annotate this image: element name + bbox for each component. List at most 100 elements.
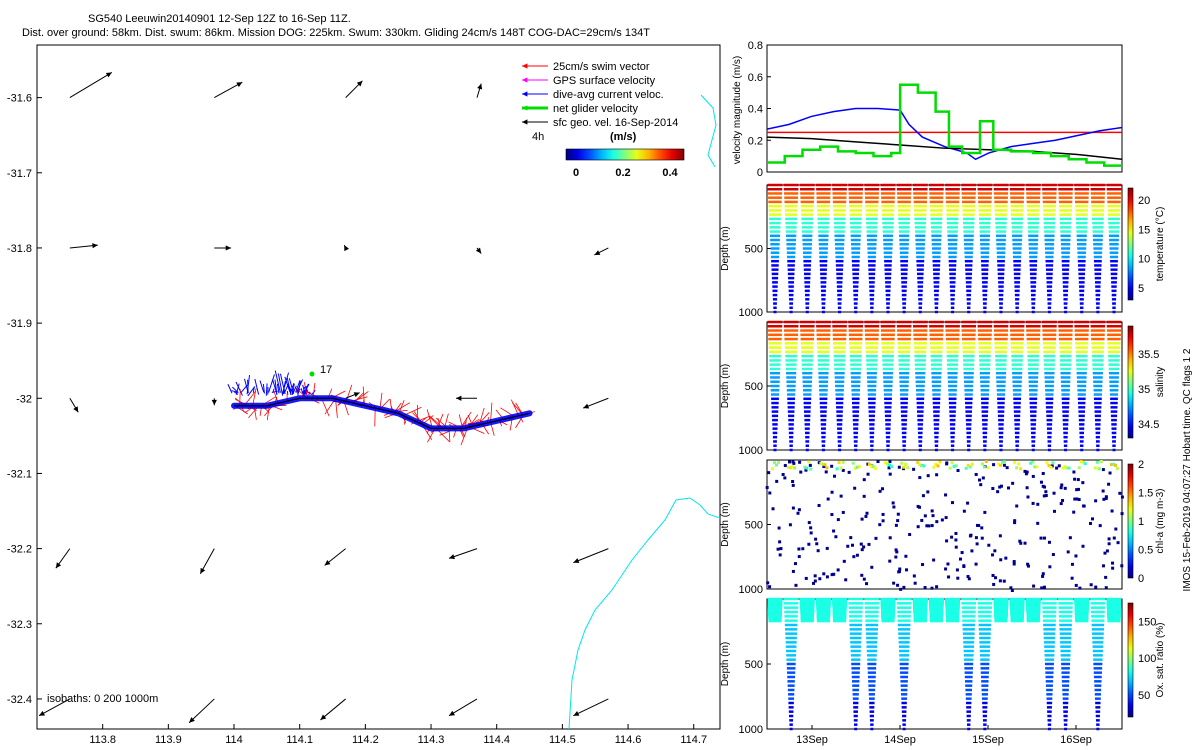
profile-point [777,526,781,530]
profile-colorbar-tick-label: 35 [1138,384,1150,396]
profile-point [926,490,930,494]
geo-vector-head [356,80,363,87]
profile-point [822,465,826,469]
profile-point [1107,482,1111,486]
profile-x-tick-label: 16Sep [1060,734,1092,746]
profile-point [1059,502,1063,506]
profile-point [799,470,803,474]
profile-point [1025,486,1029,490]
profile-point [773,461,776,465]
geo-vector-head [105,72,112,78]
profile-point [1073,497,1077,501]
profile-point [767,471,771,475]
profile-point [884,461,887,465]
profile-point [803,465,807,469]
map-x-tick-label: 114.5 [549,734,576,746]
profile-point [866,472,870,476]
profile-point [865,511,869,515]
swim-vector [362,386,365,406]
profile-point [1068,536,1072,540]
legend-swatch-head [522,91,528,97]
profile-point [1104,575,1108,579]
velocity-y-tick-label: 0.2 [748,135,763,147]
profile-colorbar-tick-label: 35.5 [1138,349,1159,361]
profile-point [1051,461,1055,465]
profile-colorbar-tick-label: 2 [1138,459,1144,471]
dac-vector [227,384,233,394]
profile-point [890,465,893,469]
profile-point [1039,536,1043,540]
profile-point [880,487,884,491]
profile-y-label: Depth (m) [720,364,731,408]
profile-point [862,478,866,482]
profile-point [1103,551,1107,555]
profile-point [1031,474,1035,478]
profile-point [807,460,811,464]
map-dive-label: 17 [320,364,332,376]
map-x-tick-label: 114.4 [483,734,510,746]
legend-label: dive-avg current veloc. [553,89,664,101]
profile-point [791,506,795,510]
profile-point [775,463,778,467]
profile-point [862,494,866,498]
profile-point [980,462,984,466]
dac-vector [254,378,260,395]
profile-point [1005,466,1009,470]
swim-vector [321,398,330,417]
profile-point [950,535,954,539]
profile-point [1047,540,1051,544]
profile-point [1041,472,1045,476]
map-y-tick-label: -31.6 [7,93,32,105]
profile-point [798,460,802,464]
profile-point [1012,560,1016,564]
profile-point [996,490,1000,494]
profile-colorbar-label: salinity [1155,367,1166,398]
profile-y-tick-label: 1000 [739,307,763,319]
profile-point [1089,583,1093,587]
profile-point [1012,562,1016,566]
dac-vector [235,381,243,396]
profile-point [1042,585,1046,589]
profile-point [1082,504,1086,508]
profile-point [860,548,864,552]
profile-point [809,467,813,471]
profile-point [853,486,857,490]
velocity-y-ticks: 0 0.2 0.4 0.6 0.8 [748,40,771,179]
profile-point [1065,466,1069,470]
profile-point [841,468,845,472]
profile-point [878,523,882,527]
profile-point [1095,460,1099,464]
profile-point [878,489,882,493]
geo-vector-head [55,562,62,569]
dac-vector [302,386,306,394]
profile-y-tick-label: 500 [745,659,763,671]
imos-credit: IMOS 15-Feb-2019 04:07:27 Hobart time. Q… [1182,348,1193,591]
profile-point [777,461,780,465]
profile-point [894,555,898,559]
profile-point [904,554,908,558]
profile-point [781,473,785,477]
map-axes-frame [36,44,721,730]
profile-point [897,570,901,574]
profile-point [906,466,910,470]
profile-point [793,466,797,470]
profile-point [998,485,1002,489]
dac-vector [288,378,295,395]
profile-point [921,563,925,567]
profile-point [932,465,936,469]
profile-point [888,472,892,476]
profile-point [1072,510,1076,514]
profile-point [860,573,864,577]
profile-point [1104,586,1108,590]
profile-point [992,463,996,467]
profile-point [847,470,851,474]
profile-point [1042,494,1046,498]
profile-point [1032,584,1036,588]
profile-point [1004,556,1008,560]
profile-point [819,461,823,465]
profile-point [788,523,792,527]
profile-point [825,575,829,579]
profile-point [797,508,801,512]
profile-point [846,544,850,548]
